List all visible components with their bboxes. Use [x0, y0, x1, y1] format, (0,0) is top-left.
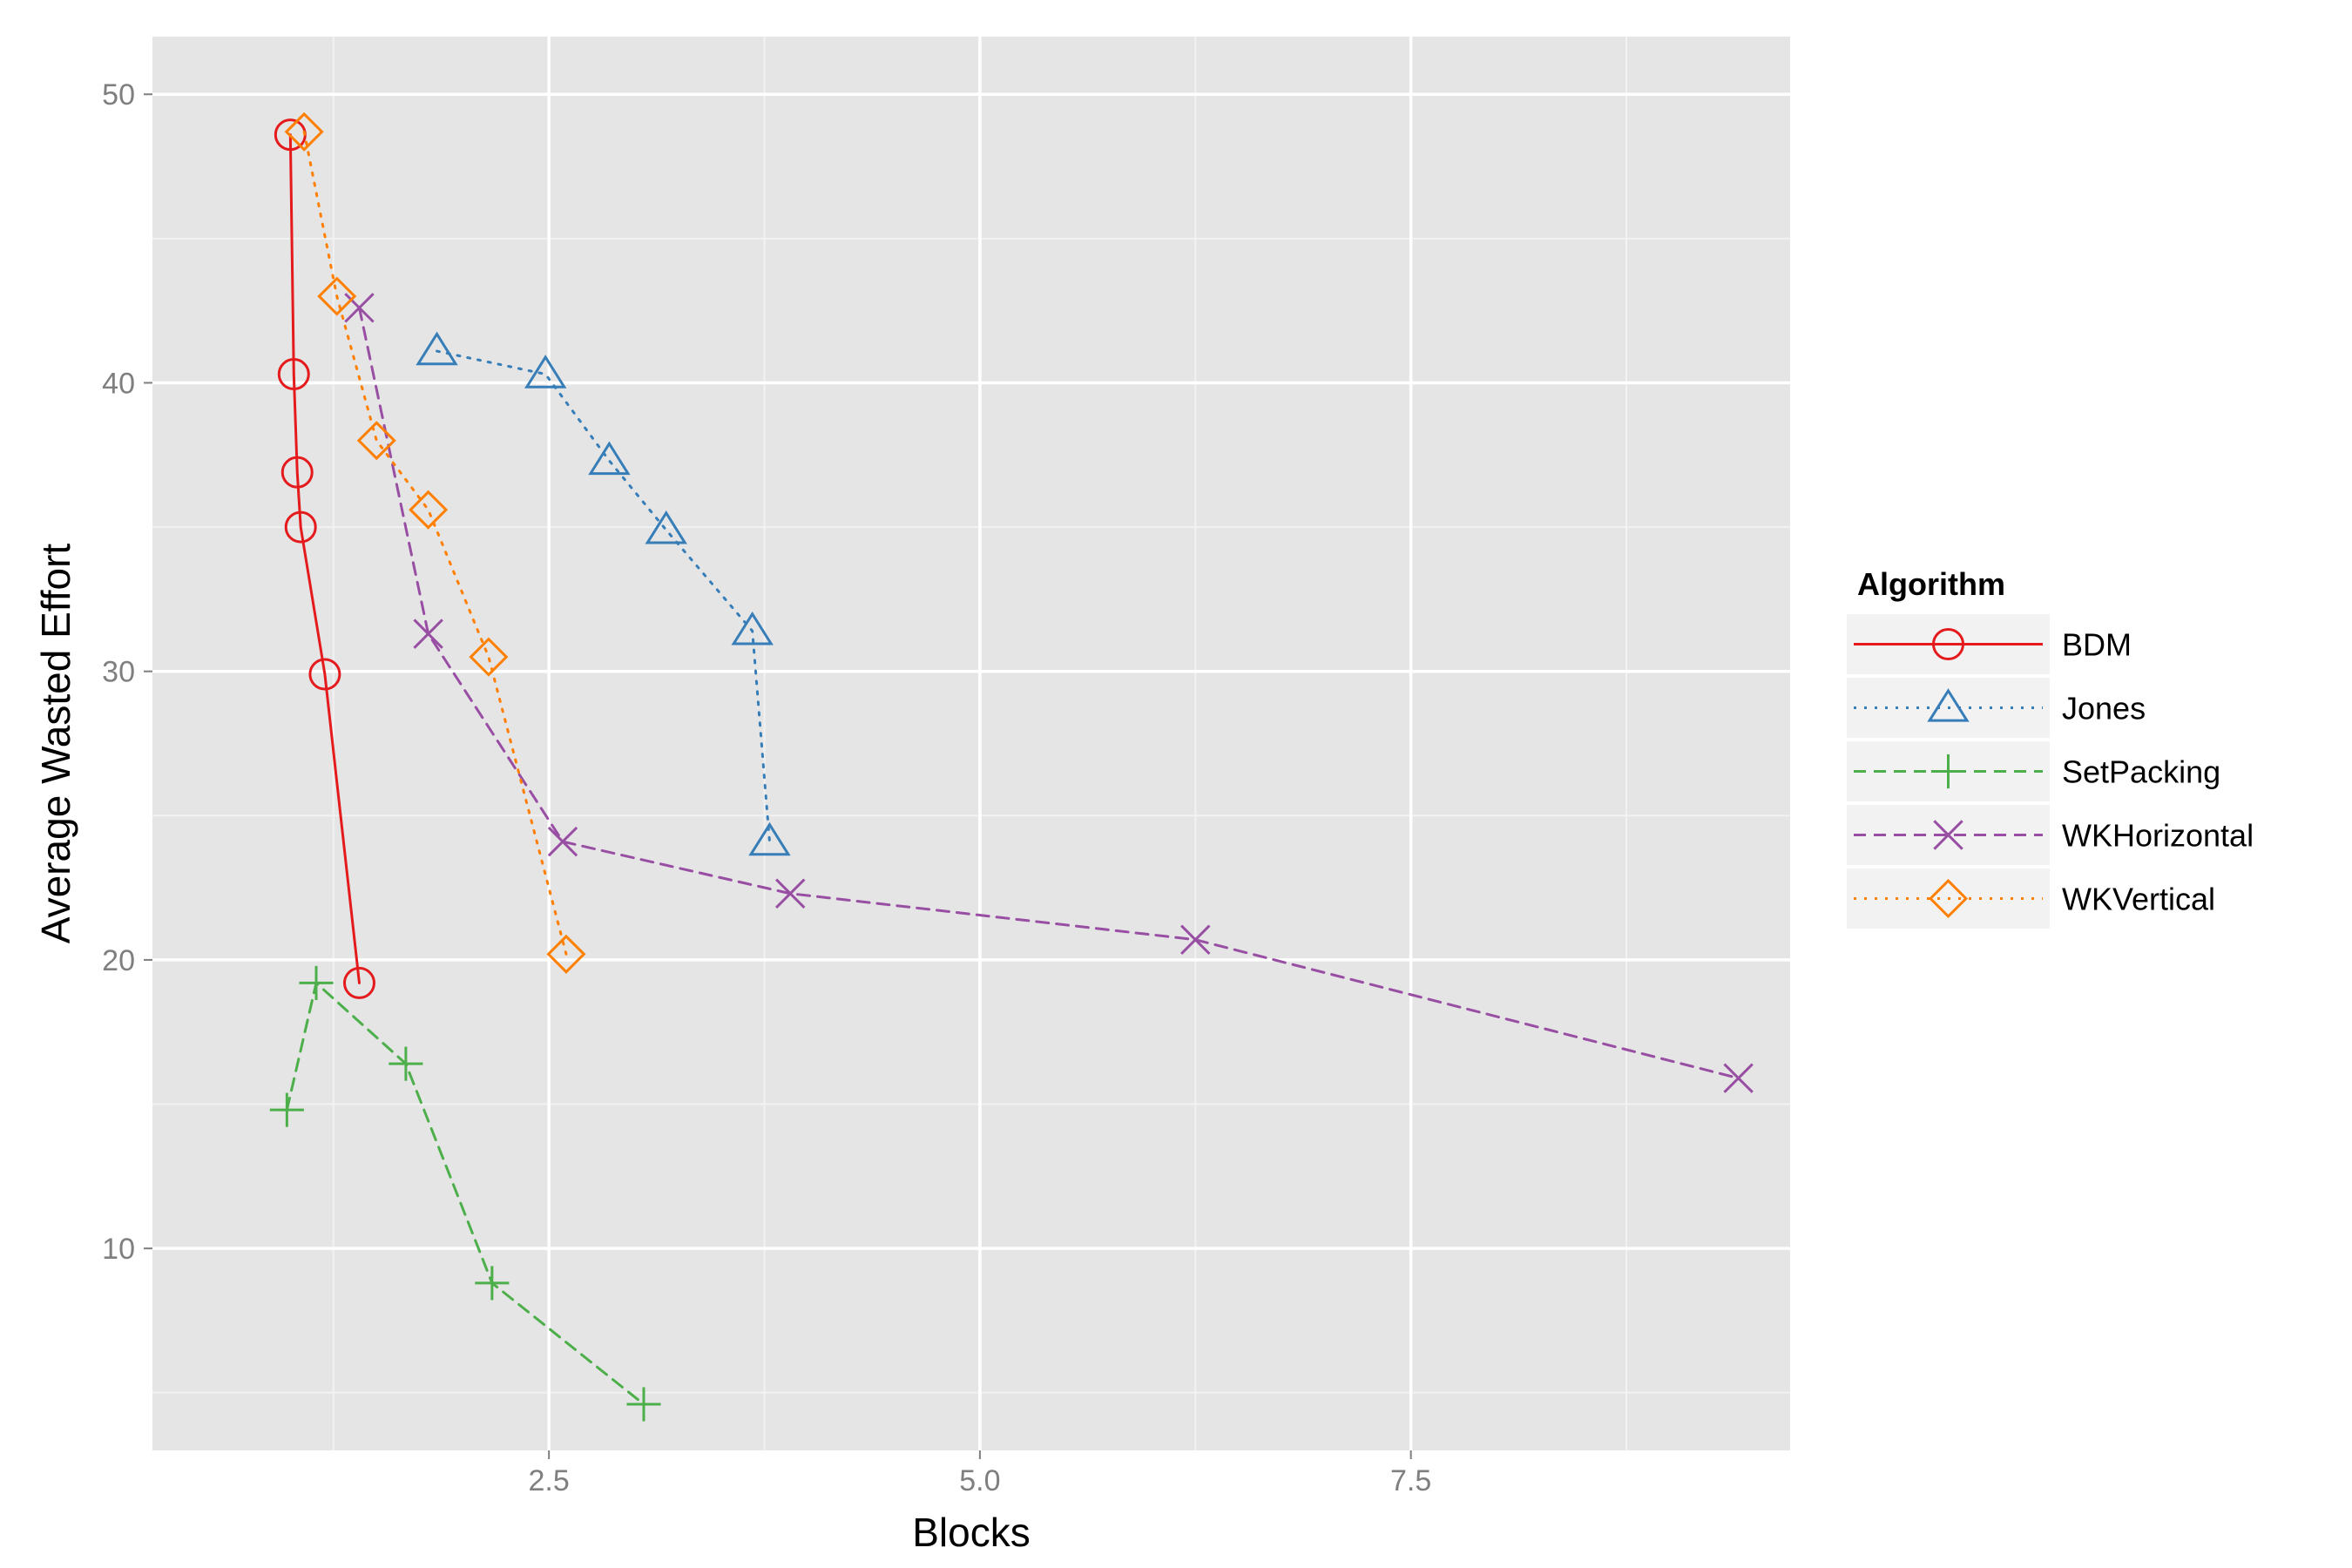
series-line-jones	[436, 349, 771, 843]
legend: Algorithm BDM Jones SetPacking WKHorizontal…	[1847, 566, 2254, 929]
point-wkhorizontal	[1180, 924, 1211, 955]
legend-label-bdm: BDM	[2062, 627, 2132, 663]
point-wkvertical	[317, 276, 357, 316]
series-line-bdm	[288, 133, 361, 984]
y-tick-label: 10	[102, 1233, 135, 1266]
axes-layer: 2.5 5.0 7.5 10 20 30 40 50	[102, 78, 1431, 1497]
series-line-wkhorizontal	[357, 306, 1740, 1080]
legend-key-marker-wkhorizontal	[1933, 820, 1963, 850]
legend-item-setpacking: SetPacking	[1847, 741, 2220, 801]
point-jones	[524, 355, 567, 389]
point-wkhorizontal	[1723, 1063, 1754, 1093]
legend-label-wkvertical: WKVertical	[2062, 882, 2215, 917]
series-wkvertical	[284, 112, 586, 974]
y-axis-title: Average Wasted Effort	[33, 544, 78, 944]
grid-lines	[152, 37, 1790, 1450]
point-jones	[645, 510, 687, 544]
point-setpacking	[626, 1387, 661, 1422]
series-bdm	[274, 118, 375, 999]
y-tick-label: 30	[102, 656, 135, 689]
series-line-wkvertical	[302, 130, 568, 956]
x-tick-label: 5.0	[959, 1464, 1000, 1497]
series-wkhorizontal	[344, 293, 1754, 1093]
point-bdm	[308, 658, 341, 691]
legend-key-marker-setpacking	[1930, 754, 1966, 789]
point-wkvertical	[356, 421, 396, 461]
point-wkvertical	[469, 637, 509, 677]
legend-label-setpacking: SetPacking	[2062, 754, 2220, 790]
legend-key-marker-jones	[1927, 688, 1970, 722]
point-bdm	[280, 456, 314, 489]
point-jones	[588, 441, 631, 476]
legend-item-wkvertical: WKVertical	[1847, 868, 2215, 929]
point-bdm	[342, 966, 375, 999]
legend-title: Algorithm	[1857, 566, 2005, 602]
legend-item-bdm: BDM	[1847, 614, 2132, 674]
x-tick-label: 7.5	[1390, 1464, 1431, 1497]
point-setpacking	[269, 1092, 304, 1127]
x-axis-title: Blocks	[912, 1510, 1030, 1555]
series-jones	[416, 331, 791, 856]
point-jones	[731, 611, 774, 645]
y-tick-label: 20	[102, 944, 135, 977]
y-tick-label: 40	[102, 367, 135, 400]
point-wkhorizontal	[774, 878, 806, 909]
legend-label-jones: Jones	[2062, 691, 2146, 727]
y-tick-label: 50	[102, 78, 135, 112]
series-layer	[269, 112, 1754, 1422]
point-jones	[748, 821, 791, 856]
legend-item-jones: Jones	[1847, 678, 2146, 738]
legend-key-marker-wkvertical	[1928, 878, 1969, 919]
legend-label-wkhorizontal: WKHorizontal	[2062, 818, 2254, 854]
legend-item-wkhorizontal: WKHorizontal	[1847, 805, 2254, 865]
point-wkvertical	[546, 934, 586, 974]
point-wkvertical	[284, 112, 324, 152]
panel-background	[152, 37, 1790, 1450]
point-setpacking	[299, 965, 334, 1000]
point-bdm	[284, 510, 317, 544]
x-tick-label: 2.5	[529, 1464, 570, 1497]
series-setpacking	[269, 965, 661, 1422]
point-jones	[416, 331, 458, 366]
point-setpacking	[389, 1046, 423, 1081]
point-setpacking	[475, 1266, 510, 1301]
plot-panel	[152, 37, 1790, 1450]
point-wkhorizontal	[344, 293, 375, 323]
point-wkvertical	[409, 490, 449, 530]
legend-key-marker-bdm	[1932, 628, 1964, 660]
point-wkhorizontal	[413, 618, 443, 649]
point-wkhorizontal	[547, 826, 578, 857]
point-bdm	[277, 358, 310, 391]
